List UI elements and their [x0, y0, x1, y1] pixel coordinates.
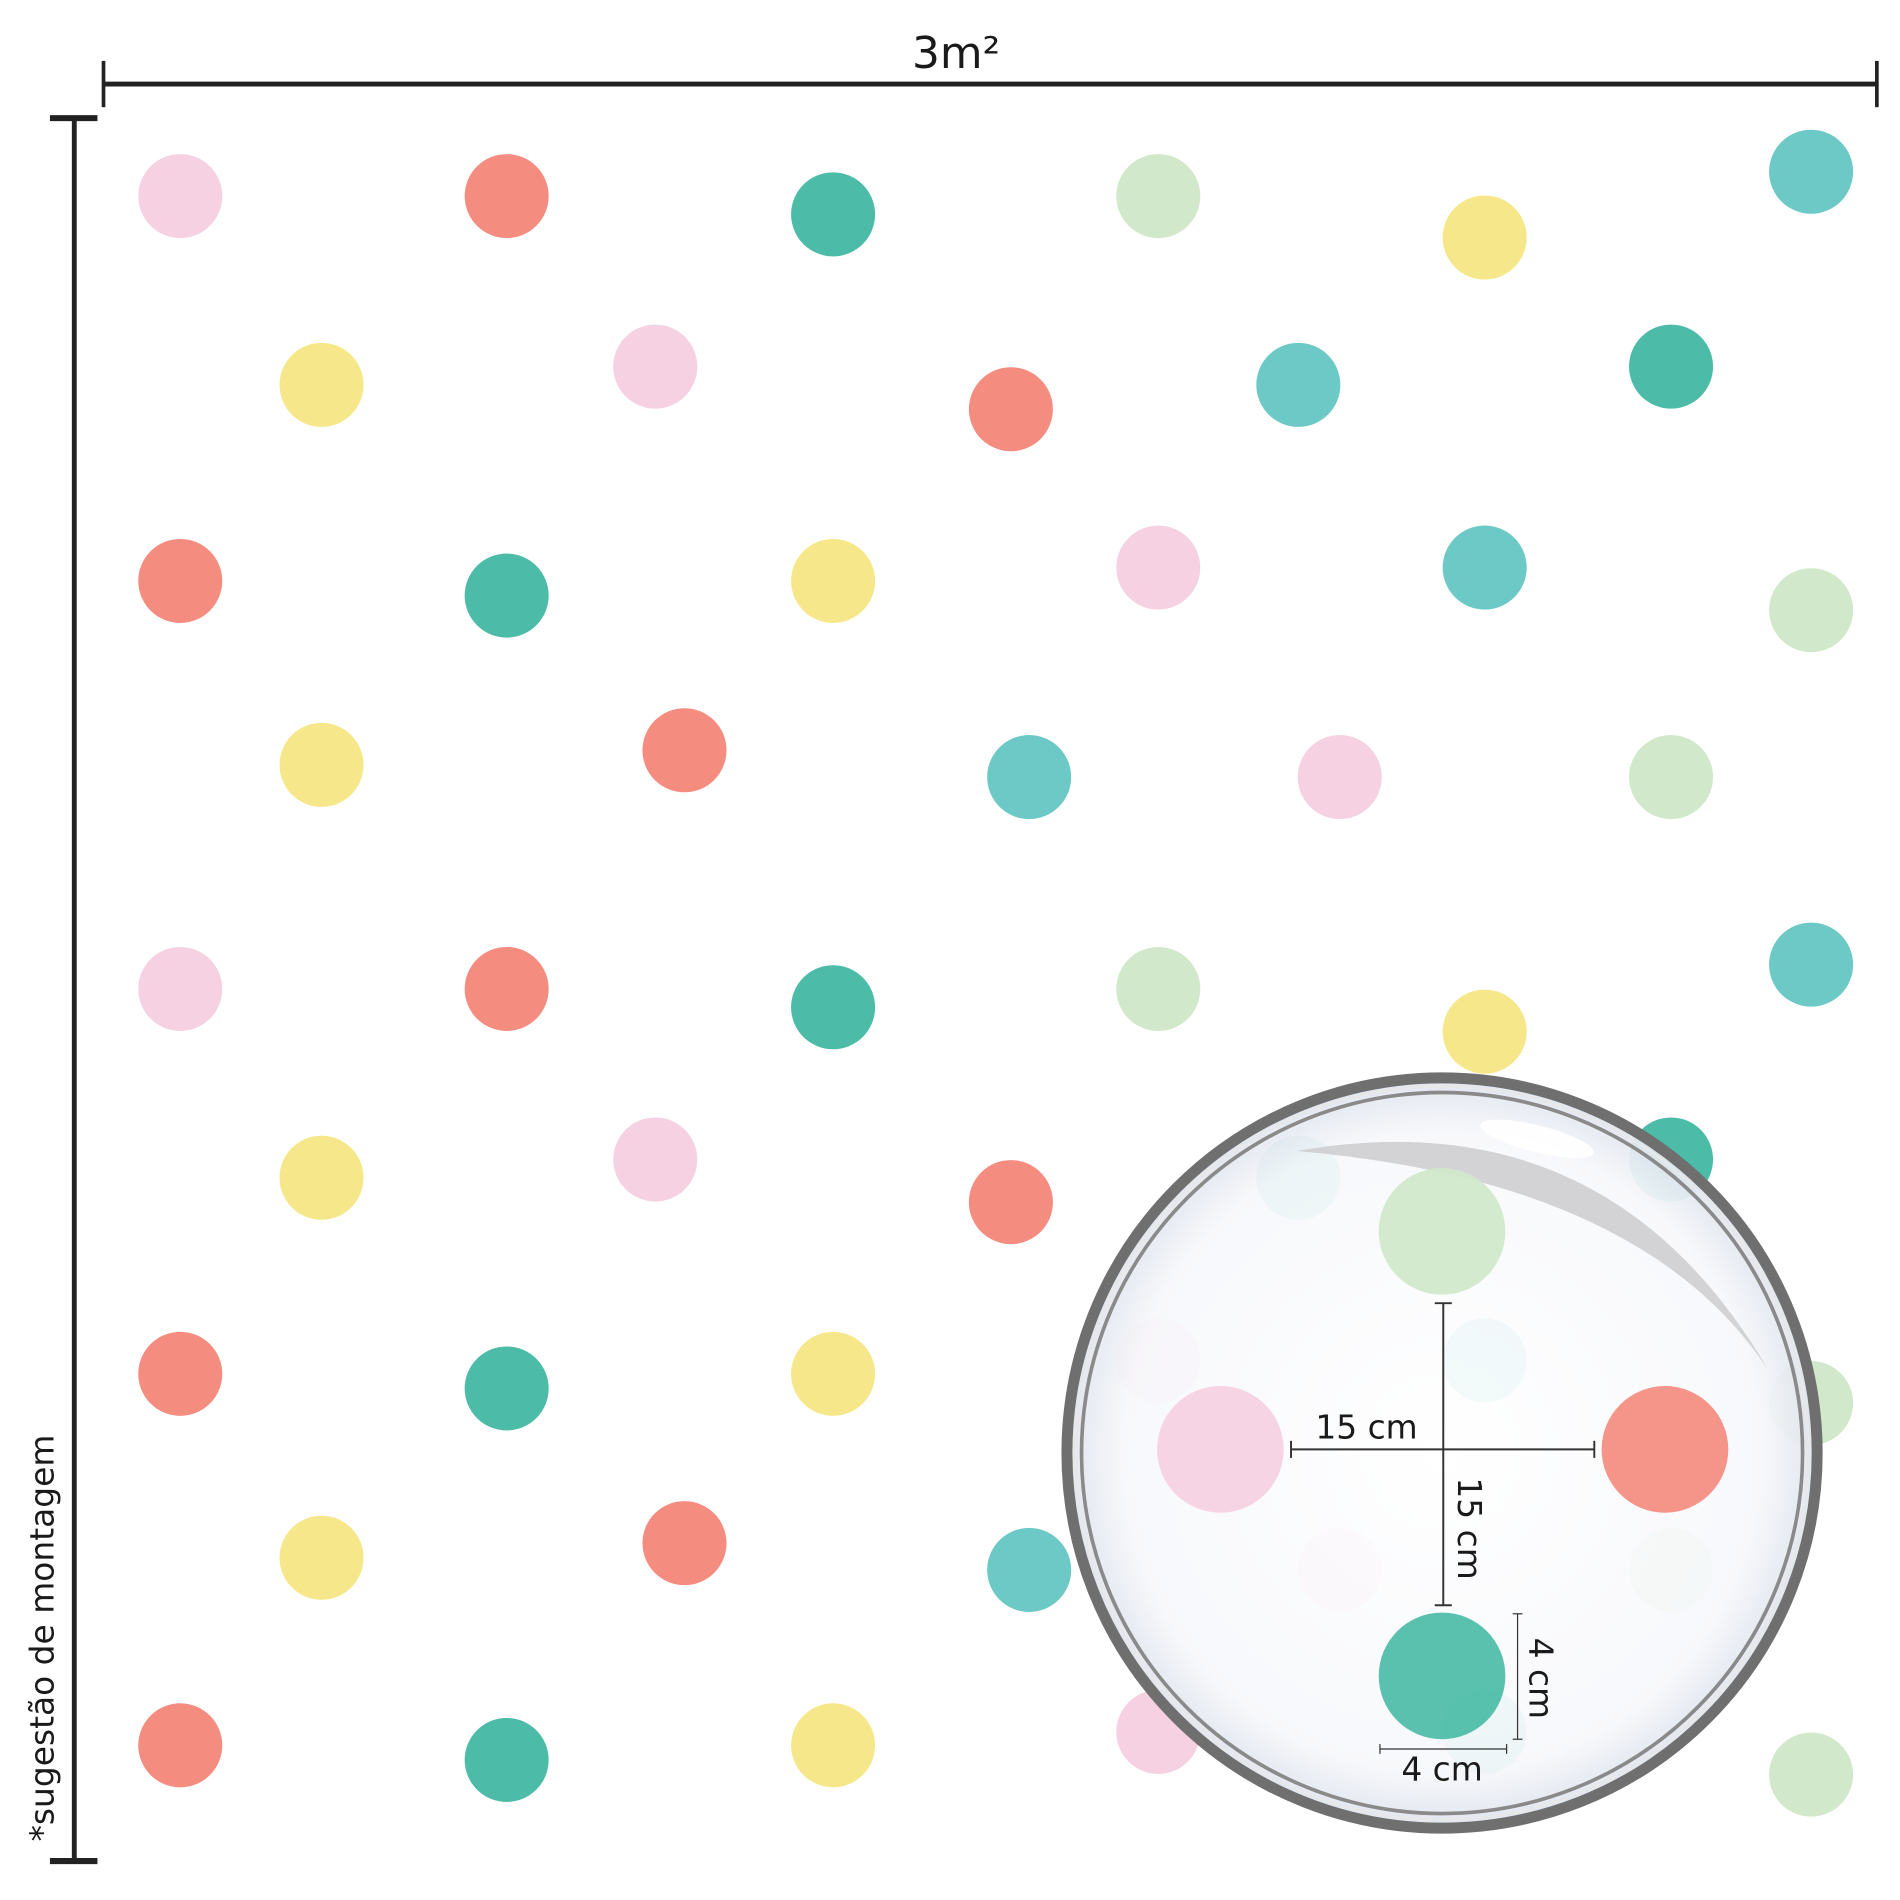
dot-coral — [968, 1160, 1053, 1245]
dot-cyan — [987, 1527, 1072, 1612]
dot-coral — [642, 708, 727, 793]
dot-coral — [968, 367, 1053, 452]
side-note: *sugestão de montagem — [23, 1435, 62, 1842]
magnified-dot-green — [1378, 1612, 1506, 1740]
dot-width-label: 4 cm — [1401, 1750, 1482, 1789]
magnified-dot-pink — [1157, 1386, 1284, 1513]
dot-pink — [1116, 525, 1201, 610]
magnifier: 15 cm 15 cm 4 cm 4 cm — [1061, 1072, 1823, 1834]
dot-yellow — [791, 538, 876, 623]
dot-grid — [138, 129, 1854, 1817]
dot-green — [464, 1717, 549, 1802]
dot-pink — [138, 154, 223, 239]
horizontal-spacing-label: 15 cm — [1315, 1407, 1417, 1446]
dot-pink — [613, 324, 698, 409]
dot-green — [791, 172, 876, 257]
dot-yellow — [1442, 195, 1527, 280]
dot-pink — [1297, 735, 1382, 820]
dot-yellow — [1442, 989, 1527, 1074]
dot-pink — [138, 946, 223, 1031]
magnified-dot-lightgreen — [1378, 1168, 1506, 1295]
dot-yellow — [279, 1515, 364, 1600]
dot-yellow — [279, 342, 364, 427]
dot-cyan — [1769, 129, 1854, 214]
dot-coral — [642, 1501, 727, 1586]
dot-lightgreen — [1769, 568, 1854, 653]
dot-yellow — [279, 1135, 364, 1220]
dot-coral — [138, 1703, 223, 1788]
spacing-crosshair — [1290, 1302, 1596, 1754]
dot-coral — [464, 154, 549, 239]
dot-cyan — [1442, 525, 1527, 610]
dot-cyan — [1769, 922, 1854, 1007]
dot-yellow — [279, 722, 364, 807]
width-label: 3m² — [912, 28, 1000, 79]
magnified-dot-coral — [1601, 1386, 1729, 1513]
vertical-spacing-label: 15 cm — [1450, 1477, 1489, 1579]
dot-cyan — [1256, 342, 1341, 427]
dot-lightgreen — [1769, 1732, 1854, 1817]
dot-cyan — [987, 735, 1072, 820]
dot-coral — [138, 538, 223, 623]
width-dimension: 3m² — [101, 28, 1879, 108]
dot-yellow — [791, 1703, 876, 1788]
dot-coral — [138, 1331, 223, 1416]
height-dimension: *sugestão de montagem — [23, 115, 98, 1865]
dot-green — [464, 1346, 549, 1431]
dot-pink — [613, 1117, 698, 1202]
dot-lightgreen — [1116, 946, 1201, 1031]
dot-coral — [464, 946, 549, 1031]
dot-green — [464, 553, 549, 638]
dot-lightgreen — [1629, 735, 1714, 820]
dot-height-label: 4 cm — [1522, 1638, 1561, 1719]
dot-lightgreen — [1116, 154, 1201, 239]
dot-green — [791, 965, 876, 1050]
dot-green — [1629, 324, 1714, 409]
dot-yellow — [791, 1331, 876, 1416]
